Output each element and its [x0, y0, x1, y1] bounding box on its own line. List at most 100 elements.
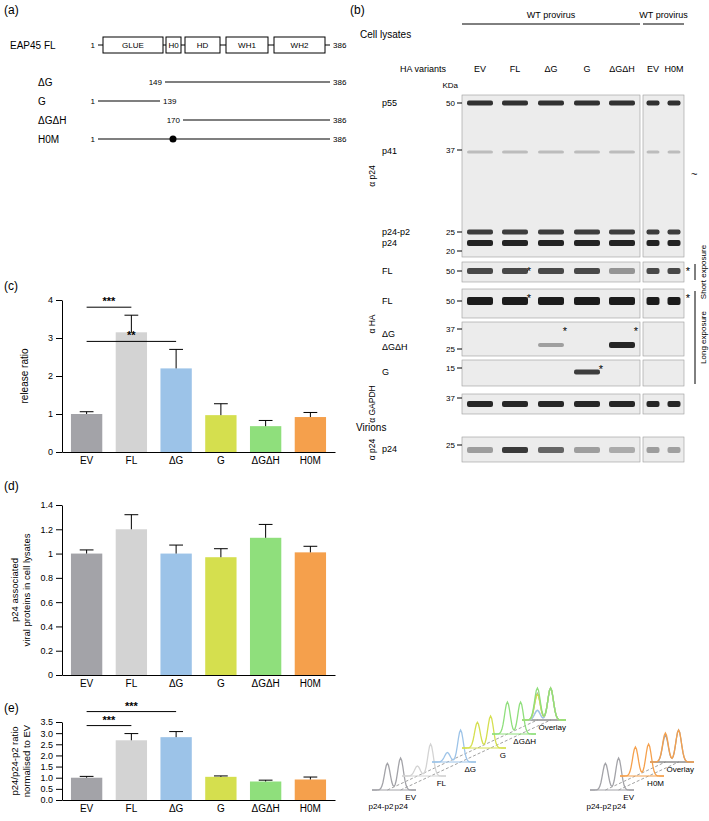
tick-label: ΔG: [169, 455, 184, 466]
overlay-curve: [522, 688, 566, 720]
antibody-label: α p24: [367, 439, 377, 461]
error-bar: [80, 412, 94, 414]
marker-tick: [457, 150, 462, 151]
x-tick: G: [217, 455, 225, 466]
domain-label: WH1: [238, 41, 256, 50]
band: [647, 230, 660, 235]
domain-label: H0: [168, 41, 179, 50]
y-title: p24/p24-p2 ratio: [9, 726, 20, 795]
gel-strip: [643, 95, 684, 257]
y-title: release ratio: [19, 348, 30, 403]
x-axis-line: [63, 675, 336, 676]
residue: 386: [333, 116, 347, 125]
marker-tick: [457, 329, 462, 330]
virion-band: [467, 447, 493, 453]
virion-band: [609, 447, 635, 453]
x-tick: EV: [80, 803, 94, 814]
bar: [205, 415, 236, 452]
x-tick: G: [217, 803, 225, 814]
bar: [71, 414, 102, 452]
band: [574, 370, 600, 375]
gel-strip: [643, 289, 684, 318]
band: [574, 401, 600, 407]
x-axis-line: [63, 800, 336, 801]
mutation-dot: [170, 136, 177, 143]
y-tick: 0.5: [40, 784, 62, 794]
x-tick: H0M: [300, 678, 321, 689]
significance-label: ***: [103, 295, 117, 307]
x-tick: FL: [126, 455, 138, 466]
profile-label: ΔG: [464, 765, 476, 774]
band: [609, 297, 635, 305]
error-bar: [259, 780, 273, 781]
profile-label: EV: [405, 793, 416, 802]
bar: [116, 529, 147, 675]
peak-label: p24-p2: [368, 802, 393, 811]
exposure-bracket: [695, 291, 696, 384]
tick-label: FL: [126, 803, 138, 814]
peak-guide: [387, 720, 537, 790]
band-label: ΔG: [382, 329, 395, 339]
marker-label: 25: [446, 441, 455, 450]
tick-label: 0.6: [40, 598, 53, 608]
significance-label: ***: [125, 700, 139, 712]
bar: [250, 538, 281, 675]
y-axis: 0.00.51.01.52.02.53.03.5: [40, 717, 62, 805]
band-star: *: [634, 325, 639, 337]
bar: [250, 782, 281, 800]
tick-mark: [56, 578, 62, 579]
band-star: *: [527, 292, 532, 304]
y-title: normalised to EV: [21, 724, 32, 797]
tick-label: 0: [48, 670, 53, 680]
x-axis: EVFLΔGGΔGΔHH0M: [63, 676, 336, 690]
band: [467, 401, 493, 407]
tick-label: 2: [48, 371, 53, 381]
band: [609, 101, 635, 106]
band: [467, 297, 493, 305]
tick-label: 2.5: [40, 740, 53, 750]
blot-panel: Cell lysatesWT provirusEVFLΔGGΔGΔHWT pro…: [356, 10, 708, 462]
error-bar: [303, 412, 317, 417]
domain-label: GLUE: [122, 41, 144, 50]
bar: [116, 740, 147, 800]
bar: [295, 779, 326, 800]
error-bar: [303, 777, 317, 779]
band: [574, 268, 600, 274]
band: [668, 297, 681, 305]
residue: 1: [91, 41, 96, 50]
bar: [160, 368, 191, 452]
band-label: G: [382, 367, 389, 377]
marker-label: 50: [446, 297, 455, 306]
band: [647, 297, 660, 305]
band-label: FL: [382, 266, 393, 276]
x-tick: H0M: [300, 803, 321, 814]
bar: [295, 552, 326, 675]
y-tick: 4: [48, 295, 62, 305]
gel-header: WT provirus: [639, 10, 688, 20]
tick-label: 3: [48, 333, 53, 343]
tick-label: G: [217, 803, 225, 814]
profile-curve: [432, 730, 476, 762]
domain-box: [103, 37, 163, 53]
band: [609, 268, 635, 274]
band: [668, 230, 681, 235]
construct-line: [98, 100, 160, 101]
band: [647, 101, 660, 106]
profile-label: FL: [437, 779, 447, 788]
lane-label: ΔG: [544, 64, 557, 74]
marker-tick: [457, 103, 462, 104]
construct-name: ΔG: [38, 77, 53, 88]
band: [538, 151, 564, 154]
marker-label: 37: [446, 146, 455, 155]
construct-name: H0M: [38, 134, 59, 145]
bar: [160, 737, 191, 800]
tick-label: 1: [48, 549, 53, 559]
marker-label: 37: [446, 394, 455, 403]
overlay-curve: [522, 688, 566, 720]
band: [668, 401, 681, 407]
virion-band: [538, 447, 564, 453]
panel-label: (d): [4, 479, 19, 493]
peak-label: p24-p2: [586, 802, 611, 811]
significance-label: **: [127, 329, 136, 341]
tick-label: ΔGΔH: [251, 803, 279, 814]
